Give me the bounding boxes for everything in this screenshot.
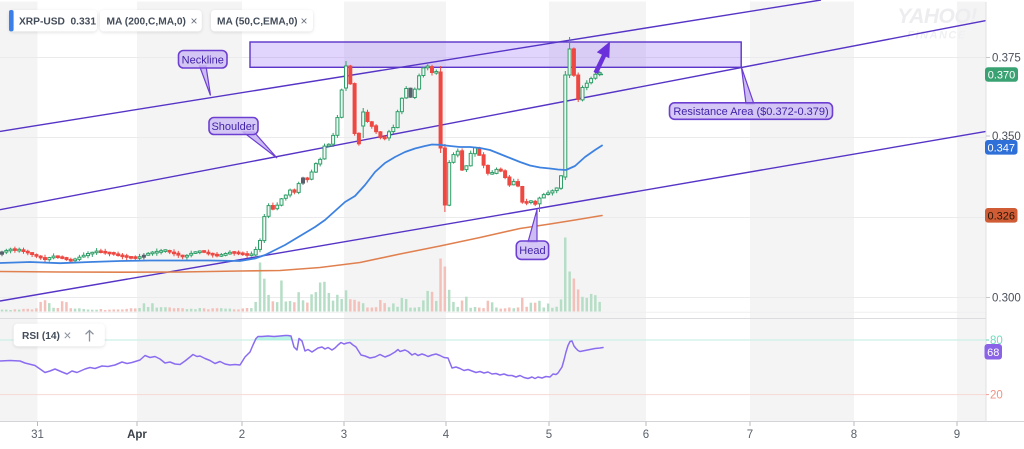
svg-text:MA (50,C,EMA,0): MA (50,C,EMA,0) — [217, 17, 298, 28]
svg-text:FINANCE: FINANCE — [907, 30, 966, 42]
svg-text:0.326: 0.326 — [987, 210, 1015, 222]
svg-text:0.347: 0.347 — [987, 142, 1015, 154]
svg-text:68: 68 — [987, 347, 999, 359]
svg-text:6: 6 — [643, 429, 649, 441]
svg-text:Apr: Apr — [127, 429, 147, 441]
svg-text:×: × — [191, 14, 198, 28]
svg-text:8: 8 — [851, 429, 857, 441]
svg-text:0.300: 0.300 — [992, 293, 1021, 305]
svg-text:4: 4 — [443, 429, 450, 441]
svg-text:5: 5 — [546, 429, 552, 441]
svg-text:0.370: 0.370 — [988, 70, 1016, 82]
svg-text:Neckline: Neckline — [182, 54, 224, 66]
svg-text:×: × — [64, 328, 72, 343]
svg-text:Resistance Area ($0.372-0.379): Resistance Area ($0.372-0.379) — [673, 106, 828, 118]
svg-text:Head: Head — [519, 245, 545, 257]
svg-text:×: × — [301, 14, 308, 28]
svg-text:YAHOO!: YAHOO! — [897, 5, 977, 28]
svg-text:9: 9 — [954, 429, 960, 441]
svg-text:2: 2 — [239, 429, 245, 441]
svg-text:31: 31 — [31, 429, 44, 441]
svg-text:3: 3 — [341, 429, 347, 441]
svg-text:20: 20 — [990, 390, 1003, 402]
svg-text:Shoulder: Shoulder — [211, 121, 255, 133]
svg-text:0.375: 0.375 — [992, 53, 1021, 65]
svg-text:XRP-USD 0.331: XRP-USD 0.331 — [19, 17, 96, 28]
svg-text:MA (200,C,MA,0): MA (200,C,MA,0) — [107, 17, 186, 28]
svg-text:RSI (14): RSI (14) — [22, 331, 60, 342]
svg-text:7: 7 — [747, 429, 753, 441]
